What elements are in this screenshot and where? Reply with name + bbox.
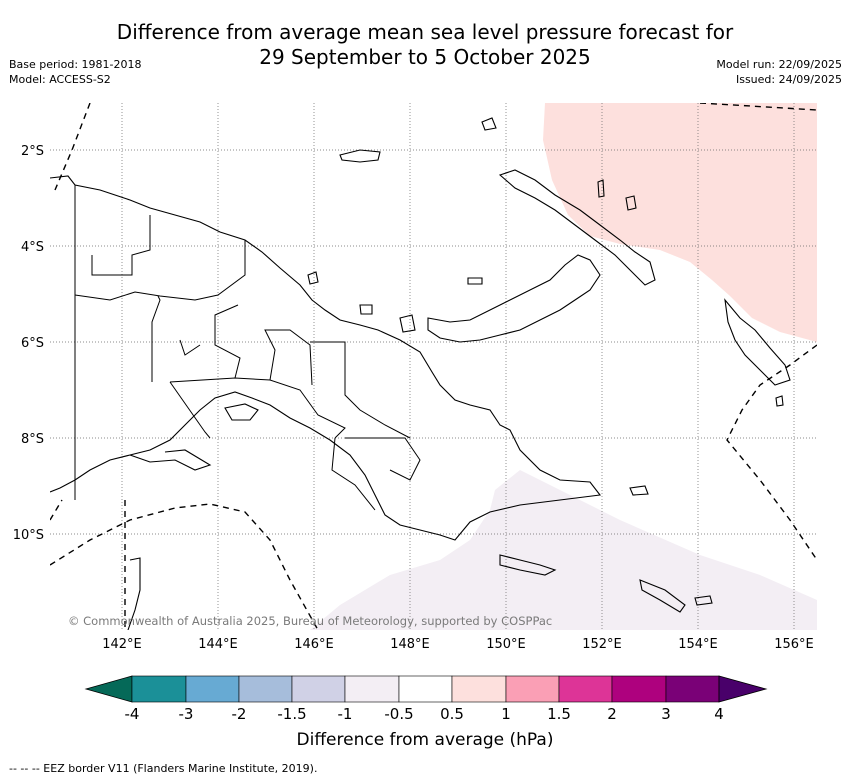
colorbar-title: Difference from average (hPa) <box>296 730 554 750</box>
longitude-label: 146°E <box>294 637 334 652</box>
colorbar-segment <box>398 675 453 703</box>
colorbar-segment <box>344 675 400 703</box>
longitude-label: 142°E <box>102 637 142 652</box>
colorbar-tick-label: 0.5 <box>440 705 464 723</box>
colorbar-segment <box>291 675 346 703</box>
colorbar-tick-label: -0.5 <box>384 705 414 723</box>
negative-anomaly-shading <box>310 470 817 630</box>
longitude-label: 156°E <box>774 637 814 652</box>
latitude-label: 6°S <box>21 336 44 351</box>
colorbar-segment <box>505 675 560 703</box>
title-line-2: 29 September to 5 October 2025 <box>259 45 591 69</box>
longitude-label: 154°E <box>678 637 718 652</box>
latitude-labels: 2°S 4°S 6°S 8°S 10°S <box>13 144 44 543</box>
longitude-label: 150°E <box>486 637 526 652</box>
longitude-label: 148°E <box>390 637 430 652</box>
copyright-note: © Commonwealth of Australia 2025, Bureau… <box>68 614 553 628</box>
latitude-label: 4°S <box>21 240 44 255</box>
longitude-label: 144°E <box>198 637 238 652</box>
colorbar-tick-label: 1 <box>501 705 511 723</box>
colorbar-tick-label: -3 <box>178 705 194 723</box>
colorbar-tick-label: -4 <box>124 705 140 723</box>
meta-right: Model run: 22/09/2025 Issued: 24/09/2025 <box>716 57 842 87</box>
chart-title: Difference from average mean sea level p… <box>0 20 850 70</box>
colorbar-tick-label: -1.5 <box>277 705 307 723</box>
colorbar <box>84 675 768 703</box>
colorbar-tick-label: 4 <box>714 705 724 723</box>
meta-left: Base period: 1981-2018 Model: ACCESS-S2 <box>9 57 141 87</box>
title-line-1: Difference from average mean sea level p… <box>116 20 734 44</box>
colorbar-under-arrow <box>84 675 133 703</box>
colorbar-segment <box>611 675 667 703</box>
coastlines <box>50 117 791 630</box>
model-label: Model: ACCESS-S2 <box>9 73 111 86</box>
longitude-label: 152°E <box>582 637 622 652</box>
colorbar-tick-label: 2 <box>607 705 617 723</box>
colorbar-segment <box>558 675 613 703</box>
colorbar-segment <box>131 675 187 703</box>
latitude-label: 10°S <box>13 528 44 543</box>
base-period-label: Base period: 1981-2018 <box>9 58 142 71</box>
colorbar-tick-label: -2 <box>231 705 247 723</box>
colorbar-segment <box>665 675 720 703</box>
issued-label: Issued: 24/09/2025 <box>735 73 842 86</box>
colorbar-segment <box>451 675 507 703</box>
graticule <box>50 103 817 630</box>
colorbar-segment <box>238 675 293 703</box>
map-content <box>50 103 817 630</box>
colorbar-tick-label: -1 <box>337 705 353 723</box>
province-borders <box>74 185 421 511</box>
latitude-label: 8°S <box>21 432 44 447</box>
colorbar-over-arrow <box>718 675 768 703</box>
positive-anomaly-shading <box>543 103 817 342</box>
longitude-labels: 142°E 144°E 146°E 148°E 150°E 152°E 154°E 156°E <box>102 637 814 652</box>
colorbar-tick-label: 3 <box>661 705 671 723</box>
colorbar-segment <box>185 675 240 703</box>
eez-footnote: -- -- -- EEZ border V11 (Flanders Marine… <box>9 762 318 775</box>
model-run-label: Model run: 22/09/2025 <box>716 58 842 71</box>
colorbar-tick-label: 1.5 <box>547 705 571 723</box>
latitude-label: 2°S <box>21 144 44 159</box>
